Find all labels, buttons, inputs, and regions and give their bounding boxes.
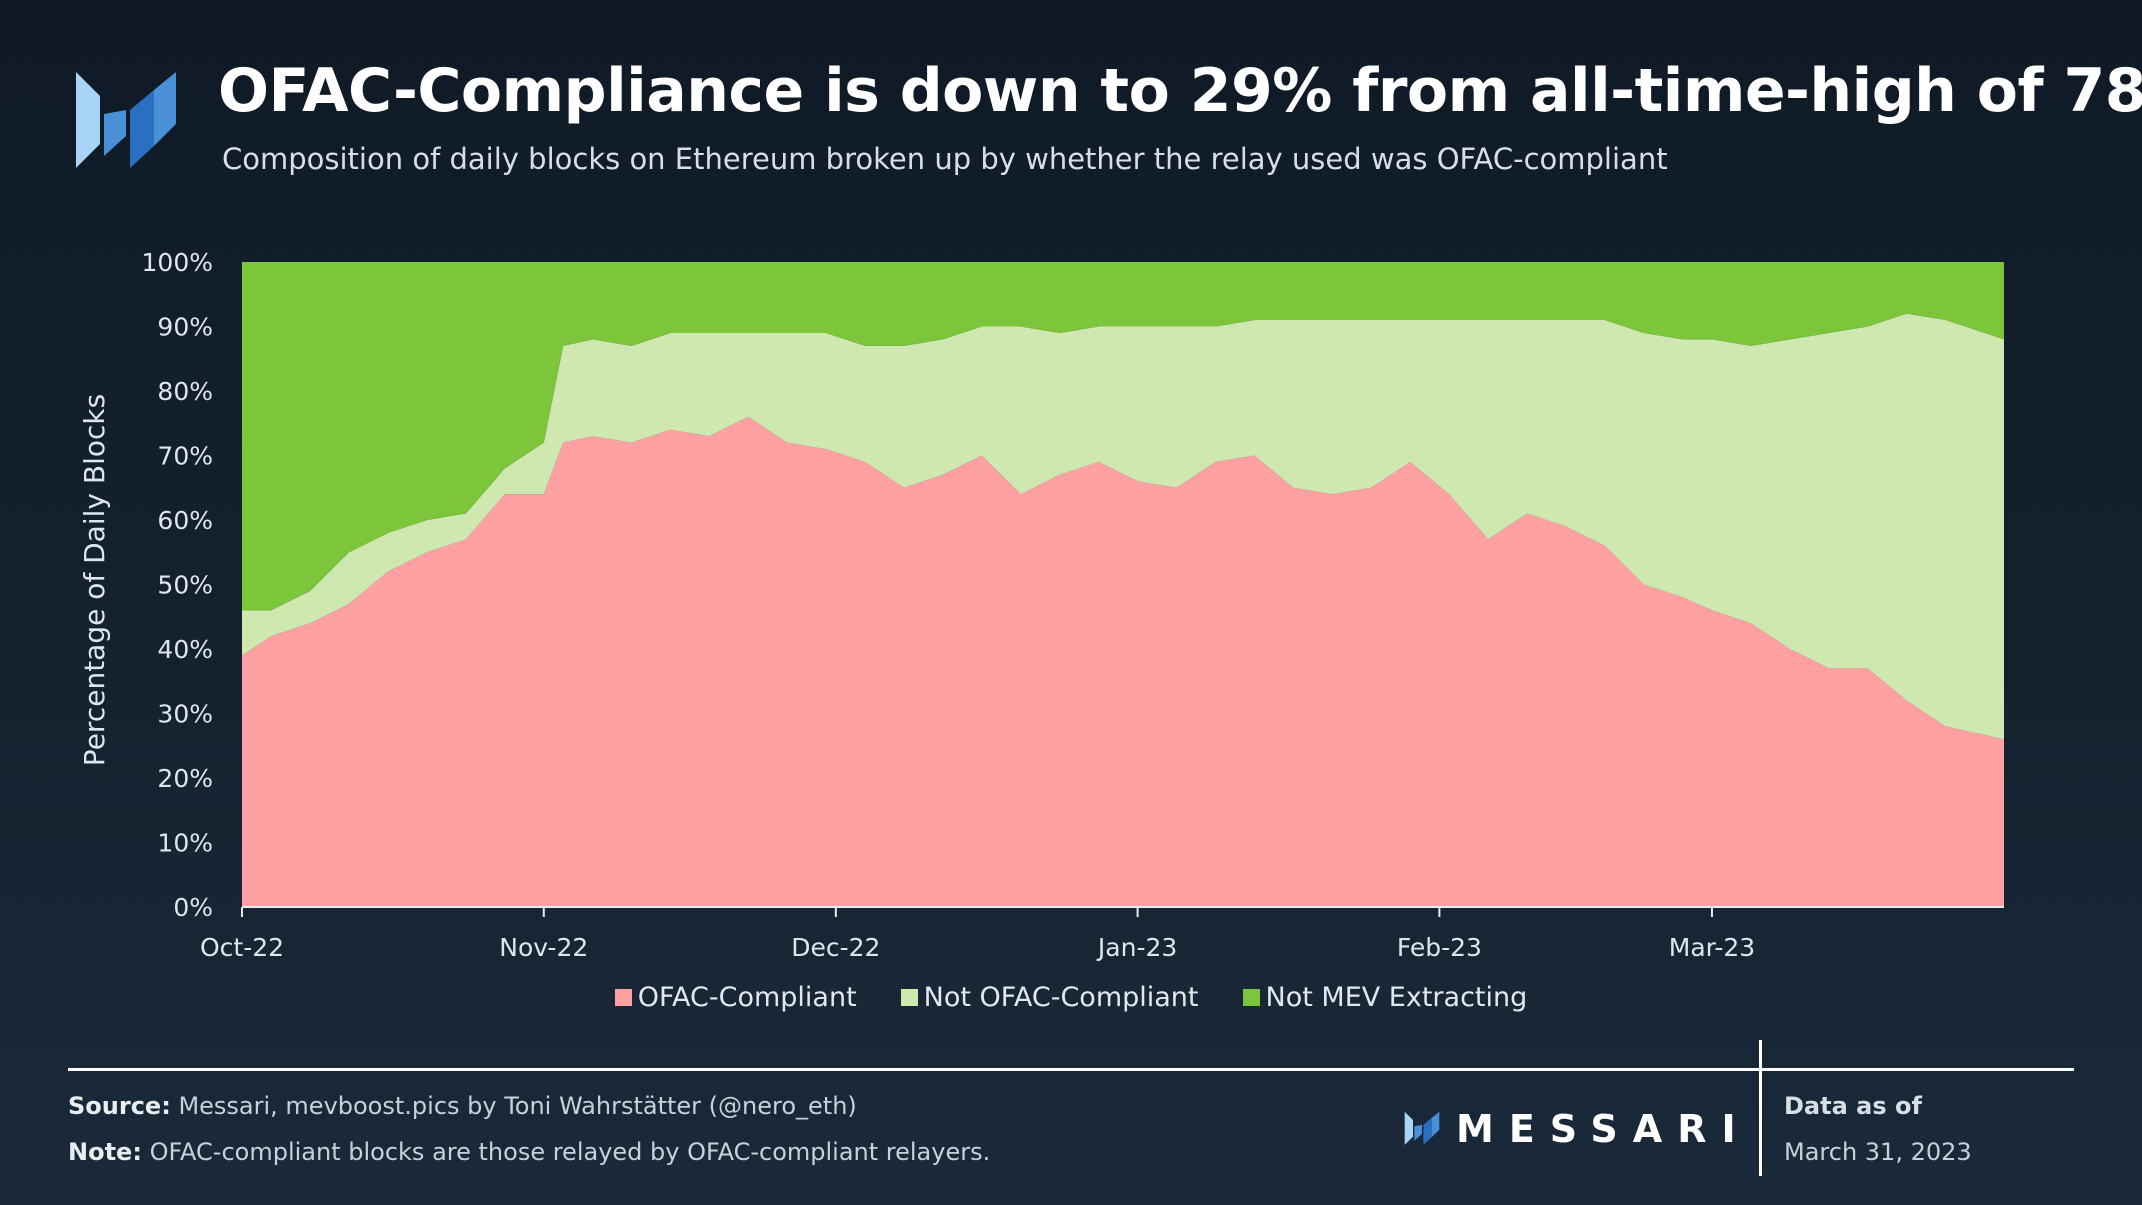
legend-swatch-ofac-compliant — [614, 989, 632, 1006]
legend-item-ofac-compliant: OFAC-Compliant — [614, 982, 857, 1013]
chart-legend: OFAC-Compliant Not OFAC-Compliant Not ME… — [0, 982, 2142, 1013]
source-text: Messari, mevboost.pics by Toni Wahrstätt… — [178, 1092, 857, 1120]
x-tick-label: Oct-22 — [200, 933, 284, 962]
chart-areas — [242, 262, 2004, 907]
y-tick-label: 60% — [157, 506, 213, 535]
messari-logo-icon — [76, 72, 176, 168]
area-series-ofac-compliant — [242, 416, 2004, 907]
y-tick-label: 40% — [157, 635, 213, 664]
y-tick-label: 80% — [157, 377, 213, 406]
legend-label: OFAC-Compliant — [637, 982, 857, 1013]
legend-swatch-not-mev-extracting — [1242, 989, 1260, 1006]
page-subtitle: Composition of daily blocks on Ethereum … — [222, 142, 1668, 176]
x-tick-label: Dec-22 — [791, 933, 880, 962]
source-label: Source: — [68, 1092, 171, 1120]
messari-mark-icon — [1404, 1111, 1440, 1145]
y-tick-label: 30% — [157, 700, 213, 729]
legend-label: Not MEV Extracting — [1265, 982, 1528, 1013]
y-tick-label: 20% — [157, 764, 213, 793]
note-text: OFAC-compliant blocks are those relayed … — [149, 1138, 991, 1166]
legend-item-not-ofac-compliant: Not OFAC-Compliant — [900, 982, 1199, 1013]
y-axis-title: Percentage of Daily Blocks — [78, 394, 111, 766]
page-title: OFAC-Compliance is down to 29% from all-… — [218, 56, 2142, 126]
x-tick-label: Mar-23 — [1669, 933, 1755, 962]
y-tick-label: 90% — [157, 313, 213, 342]
y-tick-label: 0% — [173, 893, 213, 922]
y-tick-label: 50% — [157, 571, 213, 600]
x-tick-label: Jan-23 — [1096, 933, 1177, 962]
y-tick-label: 70% — [157, 442, 213, 471]
y-tick-label: 100% — [142, 248, 213, 277]
legend-label: Not OFAC-Compliant — [923, 982, 1199, 1013]
note-label: Note: — [68, 1138, 142, 1166]
data-as-of-date: March 31, 2023 — [1784, 1138, 1972, 1166]
legend-item-not-mev-extracting: Not MEV Extracting — [1242, 982, 1528, 1013]
chart-axes: 0% 10% 20% 30% 40% 50% 60% 70% 80% 90% 100% Oct-22 N… — [142, 248, 2004, 962]
legend-swatch-not-ofac-compliant — [900, 989, 918, 1006]
y-tick-label: 10% — [157, 829, 213, 858]
footer-divider — [68, 1068, 2074, 1071]
x-tick-label: Feb-23 — [1397, 933, 1482, 962]
brand-wordmark: MESSARI — [1456, 1107, 1751, 1151]
area-series-not-ofac-compliant — [242, 313, 2004, 740]
footer-brand: MESSARI — [1402, 1107, 1751, 1151]
note-line: Note: OFAC-compliant blocks are those re… — [68, 1138, 990, 1166]
area-series-not-mev-extracting — [242, 262, 2004, 611]
data-as-of-label: Data as of — [1784, 1092, 1922, 1120]
x-tick-label: Nov-22 — [499, 933, 588, 962]
source-line: Source: Messari, mevboost.pics by Toni W… — [68, 1092, 857, 1120]
footer-vertical-divider — [1759, 1040, 1762, 1176]
